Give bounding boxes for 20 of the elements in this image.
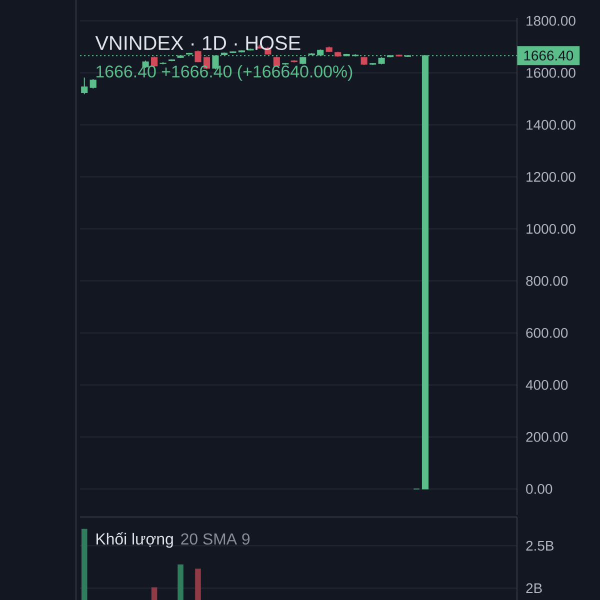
ref-line-label: 1666.40 — [524, 50, 574, 61]
y-tick-label: 2B — [526, 583, 542, 594]
y-tick-label: 600.00 — [526, 328, 568, 338]
candlestick — [151, 56, 158, 68]
y-tick-label: 2.5B — [526, 540, 554, 551]
y-tick-label: 1000.00 — [526, 224, 576, 234]
y-tick-label: 1600.00 — [526, 68, 576, 78]
y-tick-label: 800.00 — [526, 276, 568, 286]
y-tick-label: 1800.00 — [526, 16, 576, 26]
candlestick — [90, 78, 96, 89]
text: VNINDEX · 1D · HOSE — [95, 36, 300, 50]
candlestick — [81, 77, 88, 95]
y-tick-label: 200.00 — [526, 432, 568, 442]
y-tick-label: 0.00 — [526, 484, 552, 494]
y-tick-label: 1200.00 — [526, 172, 576, 182]
text: 1666.40 +1666.40 (+166640.00%) — [96, 65, 352, 81]
y-tick-label: 1400.00 — [526, 120, 576, 130]
text: 20 SMA 9 — [181, 533, 250, 545]
text: Khối lượng — [96, 532, 173, 548]
y-tick-label: 400.00 — [526, 380, 568, 390]
